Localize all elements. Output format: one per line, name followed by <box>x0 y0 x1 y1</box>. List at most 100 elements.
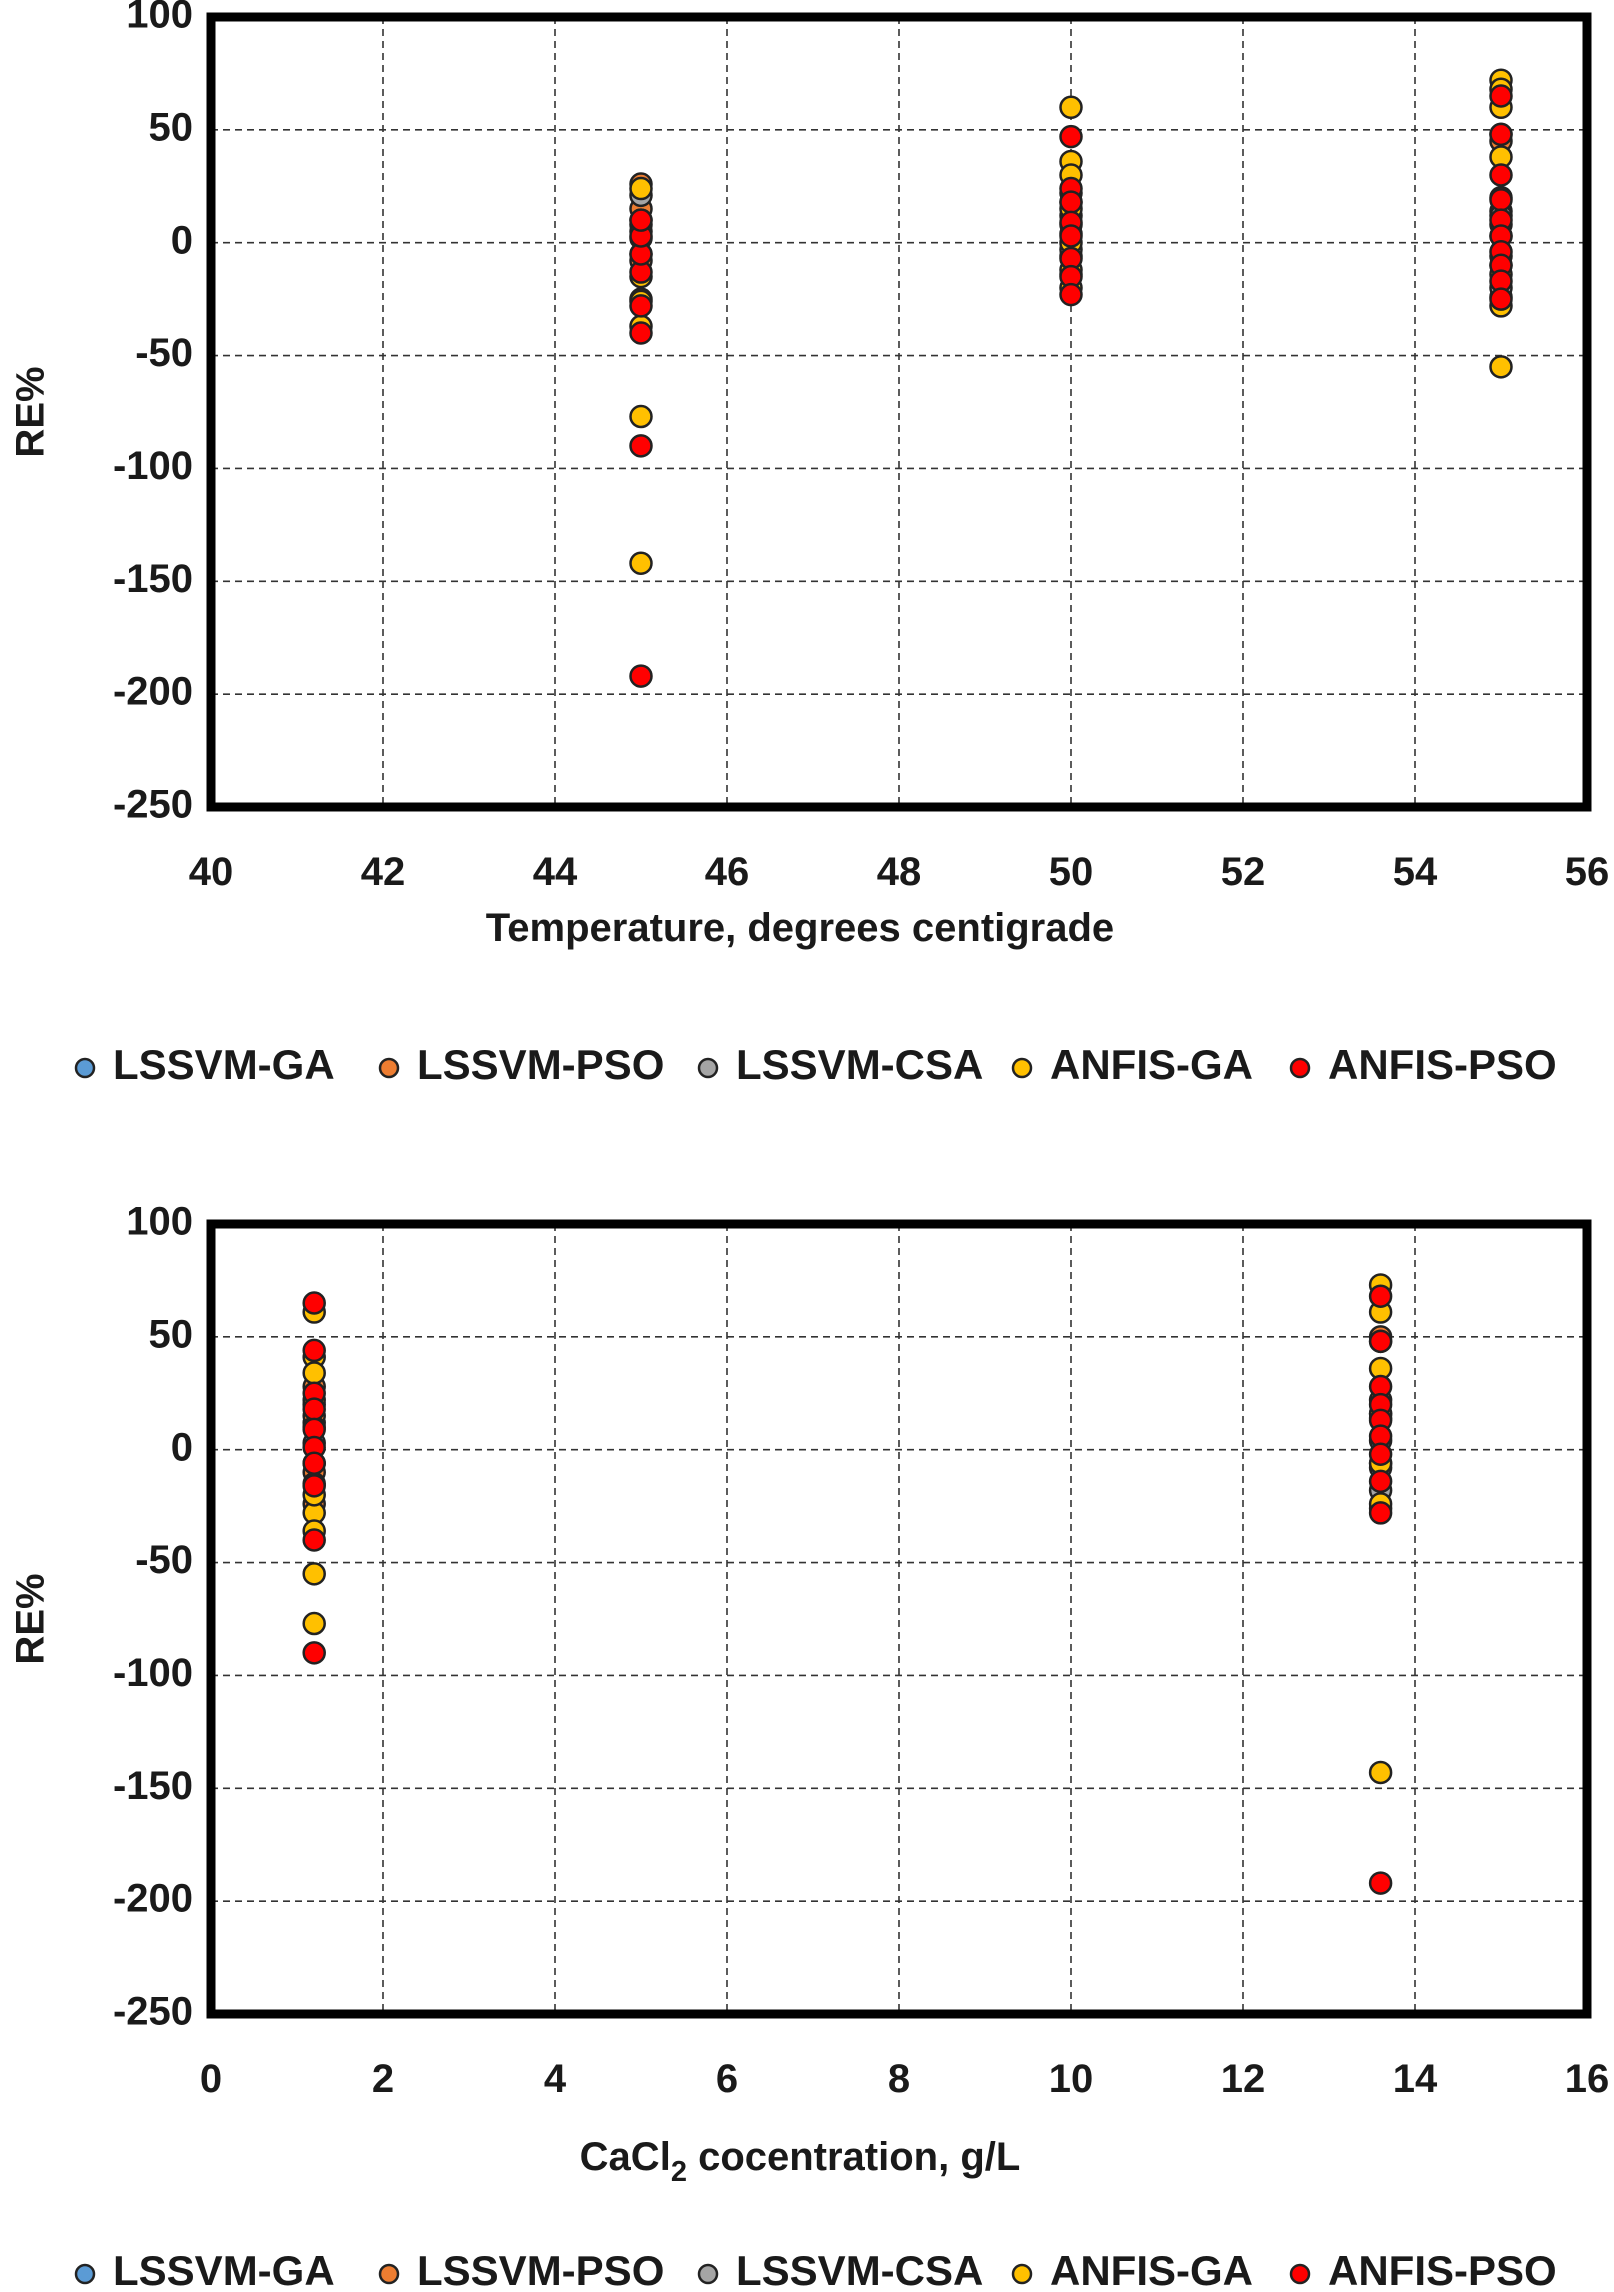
point-anfis-ga <box>302 1611 326 1636</box>
legend-marker-anfis-ga <box>1011 2263 1033 2285</box>
temperature-chart: 100 50 0 -50 -100 -150 -200 -250 40 42 44 46 48 50 52… <box>9 0 1610 950</box>
cacl2-chart-y-ticks: 100 50 0 -50 -100 -150 -200 -250 <box>113 1200 193 2034</box>
legend-label-lssvm-csa: LSSVM-CSA <box>736 1041 983 1088</box>
cacl2-chart-series-lssvm-ga <box>302 1406 1393 1480</box>
temperature-chart-x-tick-label: 56 <box>1565 850 1610 894</box>
temperature-chart-points <box>629 68 1513 688</box>
legend-marker-anfis-pso <box>1289 2263 1311 2285</box>
point-anfis-ga <box>1368 1760 1393 1785</box>
temperature-chart-y-tick-label: -250 <box>113 783 193 827</box>
point-anfis-ga <box>302 1562 326 1586</box>
cacl2-chart-x-ticks: 0 2 4 6 8 10 12 14 16 <box>200 2057 1609 2101</box>
temperature-chart-y-tick-label: -100 <box>113 444 193 488</box>
cacl2-chart-x-tick-label: 14 <box>1393 2057 1438 2101</box>
point-anfis-pso <box>1368 1284 1393 1308</box>
cacl2-chart-grid <box>211 1224 1587 2014</box>
legend-marker-lssvm-csa <box>697 2263 719 2285</box>
point-anfis-ga <box>629 176 653 201</box>
temperature-chart-series-anfis-pso <box>629 84 1513 688</box>
temperature-chart-legend: LSSVM-GA LSSVM-PSO LSSVM-CSA ANFIS-GA ANFIS-… <box>74 1041 1557 1088</box>
temperature-chart-x-tick-label: 46 <box>705 850 750 894</box>
cacl2-chart-x-tick-label: 8 <box>888 2057 910 2101</box>
temperature-chart-x-tick-label: 50 <box>1049 850 1094 894</box>
legend-marker-lssvm-pso <box>378 2263 400 2285</box>
cacl2-chart-y-tick-label: -150 <box>113 1764 193 1808</box>
point-anfis-pso <box>629 208 653 232</box>
point-anfis-pso <box>1059 224 1083 248</box>
cacl2-chart-x-tick-label: 10 <box>1049 2057 1094 2101</box>
point-anfis-pso <box>1368 1501 1393 1525</box>
point-anfis-pso <box>1368 1329 1393 1354</box>
cacl2-xlabel-subscript: 2 <box>671 2156 687 2188</box>
point-anfis-pso <box>1368 1469 1393 1494</box>
temperature-chart-y-axis-title: RE% <box>9 366 53 457</box>
legend-label-lssvm-ga: LSSVM-GA <box>113 1041 335 1088</box>
point-anfis-ga <box>1489 355 1513 379</box>
point-anfis-pso <box>629 321 653 345</box>
cacl2-chart-legend: LSSVM-GA LSSVM-PSO LSSVM-CSA ANFIS-GA ANFIS-… <box>74 2247 1557 2292</box>
temperature-chart-x-tick-label: 42 <box>361 850 406 894</box>
cacl2-chart-y-tick-label: 100 <box>126 1200 193 1244</box>
cacl2-xlabel-suffix: cocentration, g/L <box>687 2135 1020 2179</box>
legend-marker-anfis-ga <box>1011 1057 1033 1079</box>
cacl2-chart-points <box>302 1273 1393 1895</box>
temperature-chart-y-ticks: 100 50 0 -50 -100 -150 -200 -250 <box>113 0 193 827</box>
point-anfis-pso <box>629 294 653 318</box>
temperature-chart-x-tick-label: 44 <box>533 850 578 894</box>
cacl2-chart-y-tick-label: -100 <box>113 1651 193 1695</box>
temperature-chart-y-tick-label: -150 <box>113 557 193 601</box>
cacl2-chart-series-lssvm-csa <box>302 1392 1393 1503</box>
point-anfis-ga <box>1059 95 1083 120</box>
point-anfis-pso <box>302 1451 326 1476</box>
temperature-chart-x-tick-label: 40 <box>189 850 234 894</box>
temperature-chart-x-tick-label: 48 <box>877 850 922 894</box>
legend-label-anfis-pso: ANFIS-PSO <box>1328 2247 1557 2292</box>
temperature-chart-x-ticks: 40 42 44 46 48 50 52 54 56 <box>189 850 1610 894</box>
cacl2-chart-x-tick-label: 2 <box>372 2057 394 2101</box>
cacl2-chart-x-tick-label: 6 <box>716 2057 738 2101</box>
point-anfis-ga <box>629 404 653 429</box>
temperature-chart-x-tick-label: 54 <box>1393 850 1438 894</box>
cacl2-chart-series-anfis-ga <box>302 1273 1393 1785</box>
cacl2-chart-y-axis-title: RE% <box>9 1573 53 1664</box>
cacl2-chart-x-tick-label: 0 <box>200 2057 222 2101</box>
point-anfis-pso <box>629 434 653 458</box>
cacl2-chart-x-tick-label: 4 <box>544 2057 567 2101</box>
cacl2-chart-x-tick-label: 12 <box>1221 2057 1266 2101</box>
point-anfis-pso <box>302 1338 326 1363</box>
cacl2-chart-y-tick-label: -50 <box>135 1538 193 1582</box>
cacl2-chart-x-axis-title: CaCl2 cocentration, g/L <box>580 2135 1021 2188</box>
legend-marker-anfis-pso <box>1289 1057 1311 1079</box>
temperature-chart-plot-frame <box>206 12 1592 812</box>
point-anfis-pso <box>302 1474 326 1498</box>
cacl2-chart-y-tick-label: -200 <box>113 1877 193 1921</box>
legend-marker-lssvm-csa <box>697 1057 719 1079</box>
temperature-chart-grid <box>211 17 1587 807</box>
cacl2-chart-x-tick-label: 16 <box>1565 2057 1610 2101</box>
temperature-chart-y-tick-label: -200 <box>113 670 193 714</box>
point-anfis-pso <box>1489 122 1513 147</box>
legend-label-anfis-pso: ANFIS-PSO <box>1328 1041 1557 1088</box>
legend-marker-lssvm-ga <box>74 2263 96 2285</box>
cacl2-chart-y-tick-label: 0 <box>171 1425 193 1469</box>
cacl2-chart-y-tick-label: 50 <box>149 1312 194 1356</box>
legend-label-lssvm-pso: LSSVM-PSO <box>417 1041 664 1088</box>
point-anfis-ga <box>629 551 653 575</box>
point-anfis-pso <box>1368 1871 1393 1895</box>
legend-label-anfis-ga: ANFIS-GA <box>1050 2247 1253 2292</box>
legend-label-lssvm-pso: LSSVM-PSO <box>417 2247 664 2292</box>
point-anfis-pso <box>1489 84 1513 108</box>
point-anfis-pso <box>302 1641 326 1665</box>
point-anfis-pso <box>1368 1442 1393 1466</box>
legend-label-anfis-ga: ANFIS-GA <box>1050 1041 1253 1088</box>
cacl2-chart-y-tick-label: -250 <box>113 1990 193 2034</box>
temperature-chart-y-tick-label: 50 <box>149 105 194 149</box>
point-anfis-pso <box>629 664 653 688</box>
cacl2-chart-series-anfis-pso <box>302 1284 1393 1895</box>
legend-marker-lssvm-ga <box>74 1057 96 1079</box>
point-anfis-pso <box>1059 190 1083 214</box>
point-anfis-pso <box>1059 124 1083 149</box>
cacl2-xlabel-prefix: CaCl <box>580 2135 671 2179</box>
cacl2-chart-series-lssvm-pso <box>302 1325 1393 1521</box>
